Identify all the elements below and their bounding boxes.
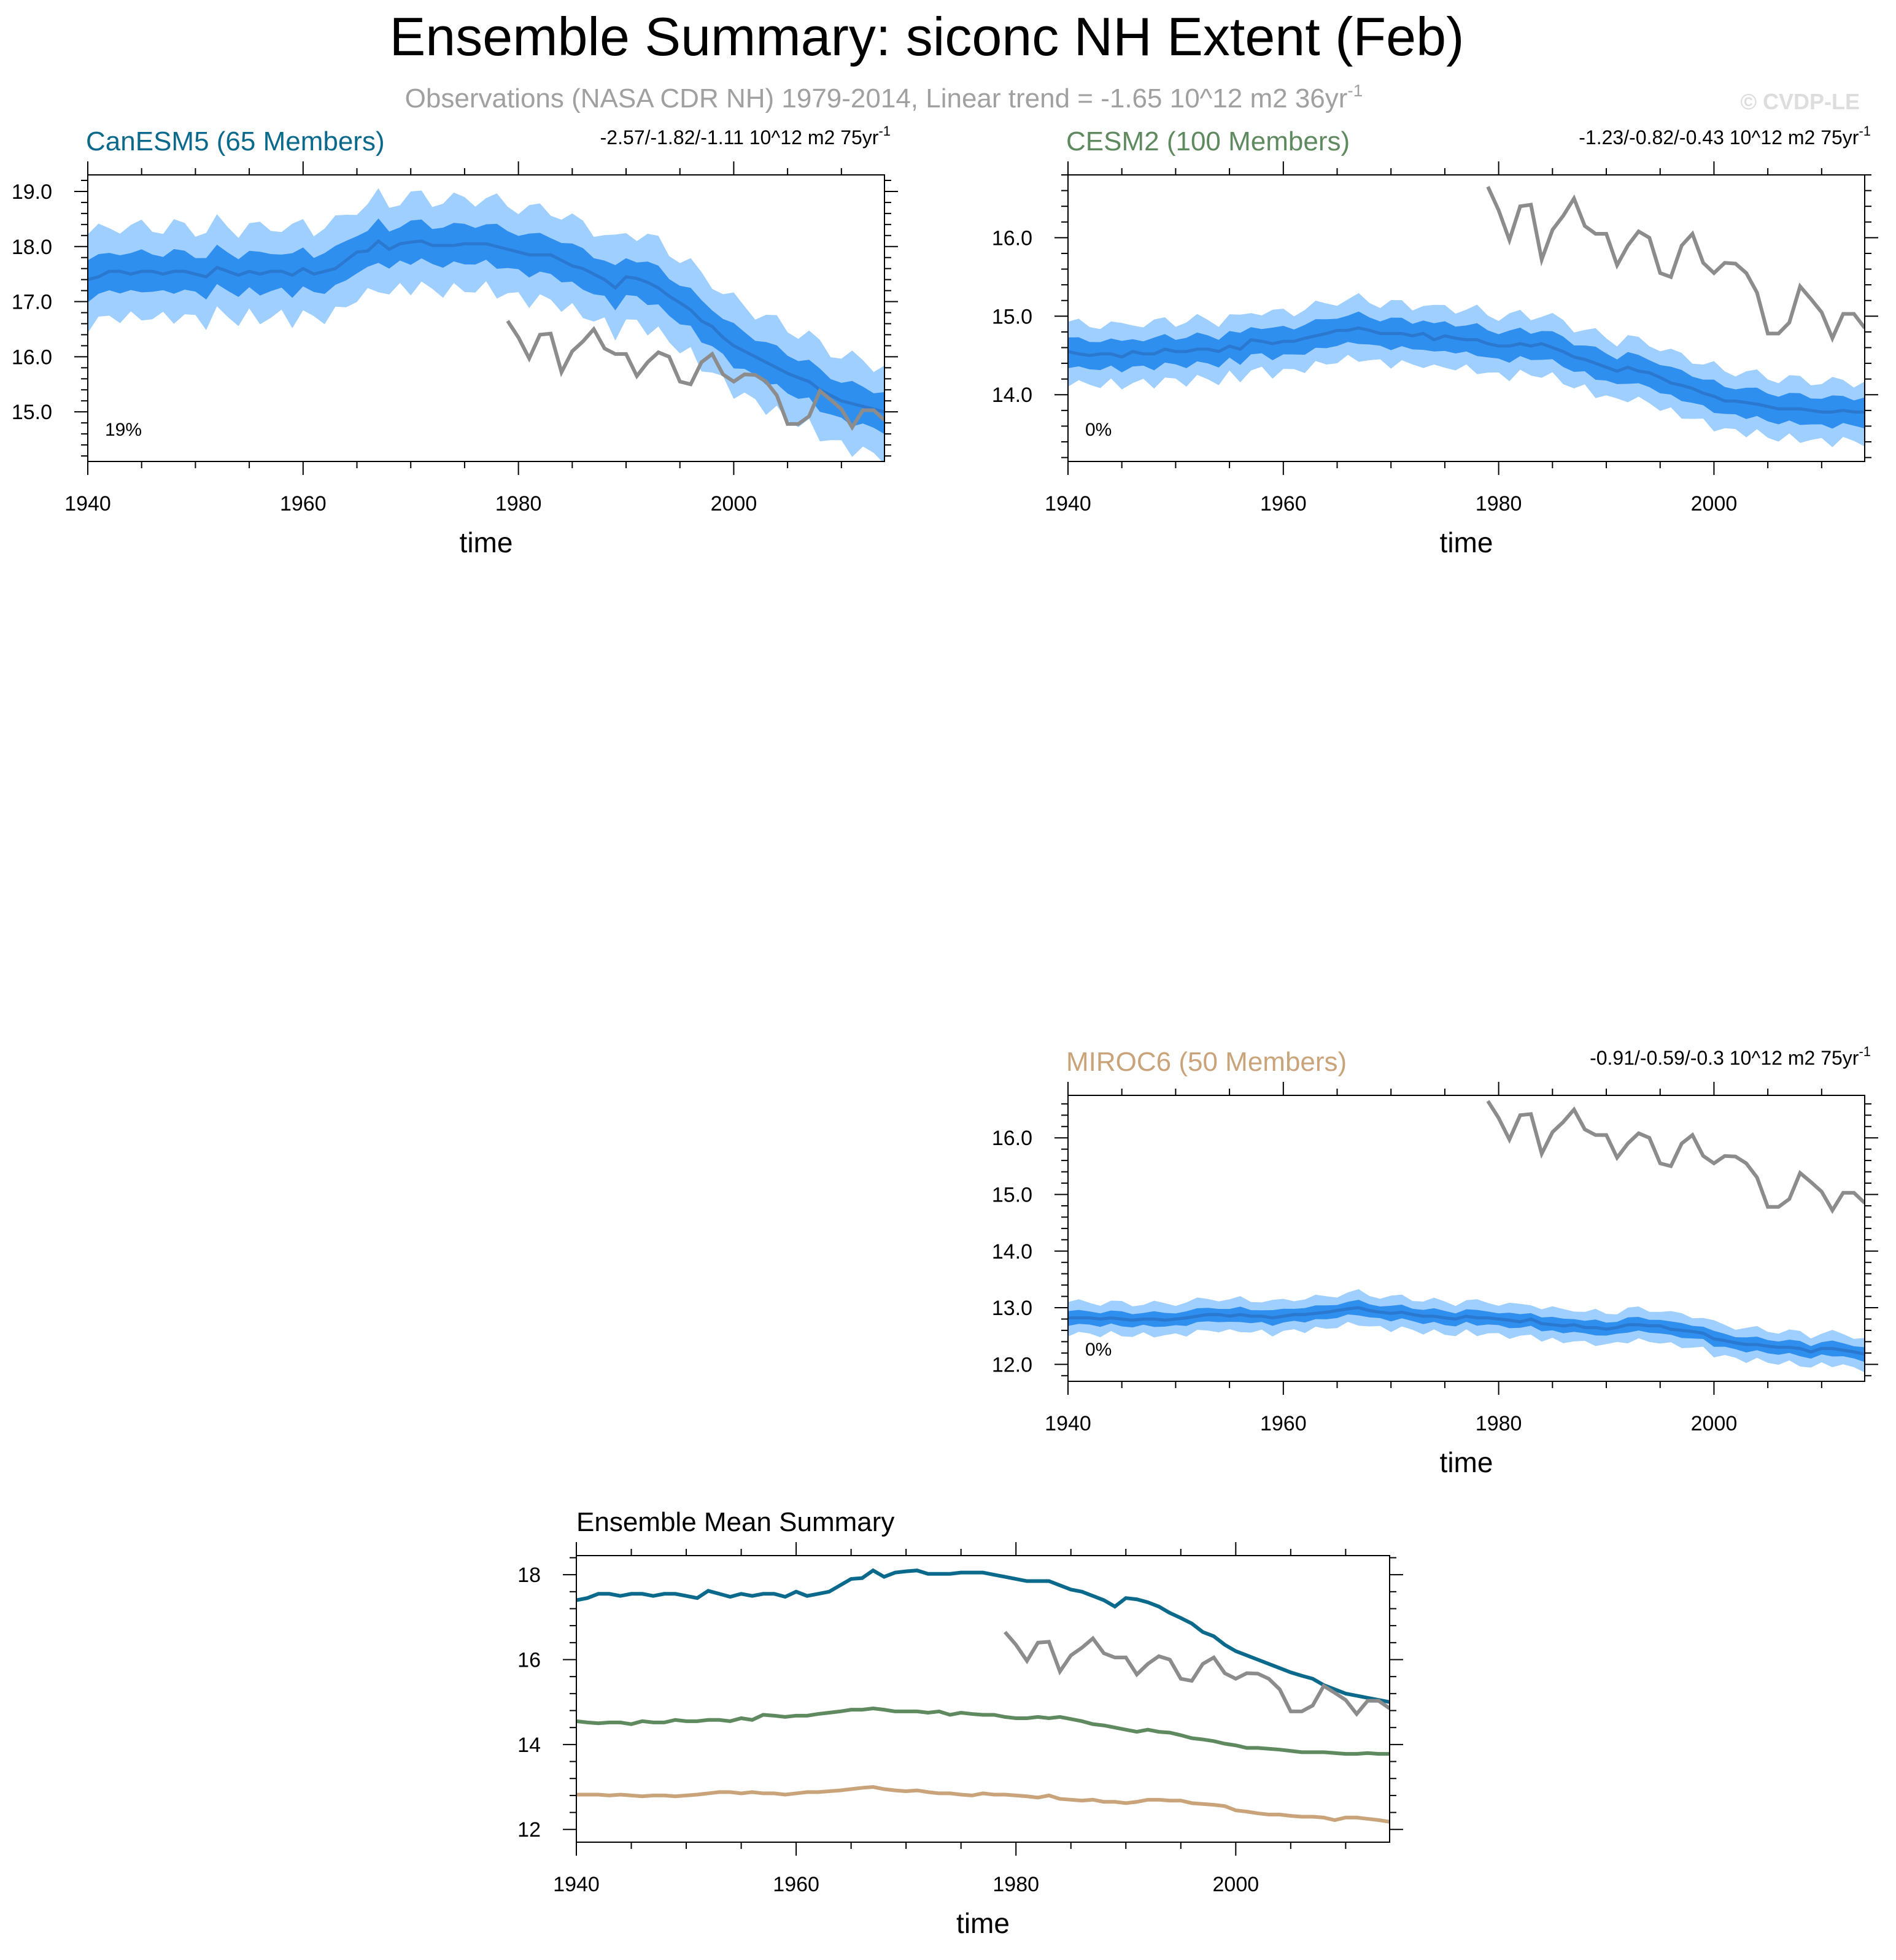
outer-spread-band xyxy=(1068,293,1865,447)
y-tick-label: 19.0 xyxy=(12,180,52,204)
y-tick-label: 14.0 xyxy=(992,1240,1032,1264)
trend-label-text: -0.91/-0.59/-0.3 10^12 m2 75yr xyxy=(1590,1047,1859,1069)
trend-label-canesm5: -2.57/-1.82/-1.11 10^12 m2 75yr-1 xyxy=(600,123,891,149)
inner-spread-band xyxy=(1068,1300,1865,1362)
trend-label-text: -1.23/-0.82/-0.43 10^12 m2 75yr xyxy=(1579,126,1859,149)
x-tick-label: 1980 xyxy=(1476,1412,1522,1435)
x-tick-label: 1960 xyxy=(1260,1412,1307,1435)
figure-title: Ensemble Summary: siconc NH Extent (Feb) xyxy=(390,6,1465,67)
plot-area-miroc6 xyxy=(1068,1100,1865,1373)
y-tick-label: 17.0 xyxy=(12,291,52,314)
copyright-label: © CVDP-LE xyxy=(1740,89,1860,114)
x-tick-label: 1940 xyxy=(1045,492,1091,515)
x-tick-label: 2000 xyxy=(1691,492,1738,515)
panel-canesm5: CanESM5 (65 Members) -2.57/-1.82/-1.11 10… xyxy=(12,123,898,558)
ensemble-mean-line xyxy=(88,239,884,414)
panels-group: CanESM5 (65 Members) -2.57/-1.82/-1.11 10… xyxy=(12,123,1878,1939)
x-tick-label: 1960 xyxy=(280,492,327,515)
x-tick-label: 1960 xyxy=(1260,492,1307,515)
figure-subtitle: Observations (NASA CDR NH) 1979-2014, Li… xyxy=(405,81,1363,114)
observations-line xyxy=(1486,1100,1865,1214)
x-tick-label: 1940 xyxy=(64,492,111,515)
figure-subtitle-text: Observations (NASA CDR NH) 1979-2014, Li… xyxy=(405,83,1348,114)
x-tick-label: 2000 xyxy=(711,492,757,515)
ensemble-mean-line xyxy=(1068,1306,1865,1356)
panel-miroc6: MIROC6 (50 Members) -0.91/-0.59/-0.3 10^1… xyxy=(992,1044,1878,1478)
outer-spread-band xyxy=(1068,1289,1865,1373)
y-tick-label: 13.0 xyxy=(992,1297,1032,1320)
x-tick-label: 1980 xyxy=(1476,492,1522,515)
summary-line-canesm5 xyxy=(576,1568,1390,1704)
x-tick-label: 2000 xyxy=(1691,1412,1738,1435)
y-tick-label: 18.0 xyxy=(12,236,52,259)
trend-label-sup: -1 xyxy=(878,123,891,139)
panel-title-cesm2: CESM2 (100 Members) xyxy=(1066,126,1350,156)
figure-subtitle-sup: -1 xyxy=(1347,81,1363,100)
x-axis-title-summary: time xyxy=(956,1907,1010,1939)
y-tick-label: 14.0 xyxy=(992,384,1032,407)
panel-title-miroc6: MIROC6 (50 Members) xyxy=(1066,1047,1347,1077)
y-tick-label: 15.0 xyxy=(12,401,52,424)
x-tick-label: 1980 xyxy=(495,492,542,515)
x-axis-title-canesm5: time xyxy=(460,527,513,558)
y-tick-label: 16.0 xyxy=(12,345,52,369)
x-tick-label: 2000 xyxy=(1213,1873,1259,1896)
x-tick-label: 1940 xyxy=(553,1873,600,1896)
y-tick-label: 15.0 xyxy=(992,305,1032,328)
observations-line xyxy=(1486,185,1865,343)
plot-frame-summary xyxy=(576,1555,1390,1843)
x-tick-label: 1960 xyxy=(773,1873,819,1896)
y-tick-label: 12 xyxy=(517,1818,541,1842)
x-tick-label: 1940 xyxy=(1045,1412,1091,1435)
x-axis-title-miroc6: time xyxy=(1440,1446,1493,1478)
panel-title-canesm5: CanESM5 (65 Members) xyxy=(86,126,385,156)
percent-label-miroc6: 0% xyxy=(1085,1340,1112,1360)
summary-line-cesm2 xyxy=(576,1707,1390,1756)
ensemble-mean-line xyxy=(1068,326,1865,414)
x-tick-label: 1980 xyxy=(992,1873,1039,1896)
plot-area-cesm2 xyxy=(1068,185,1865,447)
trend-label-cesm2: -1.23/-0.82/-0.43 10^12 m2 75yr-1 xyxy=(1579,123,1871,149)
summary-line-miroc6 xyxy=(576,1785,1390,1824)
percent-label-cesm2: 0% xyxy=(1085,420,1112,440)
trend-label-miroc6: -0.91/-0.59/-0.3 10^12 m2 75yr-1 xyxy=(1590,1044,1871,1069)
plot-frame-canesm5 xyxy=(87,174,885,462)
plot-frame-miroc6 xyxy=(1067,1095,1865,1382)
y-tick-label: 14 xyxy=(517,1734,541,1757)
y-tick-label: 12.0 xyxy=(992,1353,1032,1376)
percent-label-canesm5: 19% xyxy=(105,420,142,440)
y-tick-label: 16 xyxy=(517,1649,541,1672)
y-tick-label: 16.0 xyxy=(992,226,1032,250)
plot-frame-cesm2 xyxy=(1067,174,1865,462)
y-tick-label: 18 xyxy=(517,1564,541,1587)
summary-line-obs xyxy=(1004,1630,1390,1717)
panel-title-summary: Ensemble Mean Summary xyxy=(576,1507,894,1537)
panel-summary: Ensemble Mean Summary 1940 1960 1980 2000 12 1… xyxy=(517,1507,1403,1939)
trend-label-sup: -1 xyxy=(1859,123,1871,139)
y-tick-label: 15.0 xyxy=(992,1183,1032,1206)
plot-area-summary xyxy=(576,1568,1390,1824)
trend-label-sup: -1 xyxy=(1859,1044,1871,1059)
observations-line xyxy=(506,320,884,431)
panel-cesm2: CESM2 (100 Members) -1.23/-0.82/-0.43 10^… xyxy=(992,123,1878,558)
trend-label-text: -2.57/-1.82/-1.11 10^12 m2 75yr xyxy=(600,126,879,149)
plot-area-canesm5 xyxy=(88,188,884,461)
y-tick-label: 16.0 xyxy=(992,1127,1032,1150)
x-axis-title-cesm2: time xyxy=(1440,527,1493,558)
inner-spread-band xyxy=(1068,311,1865,429)
